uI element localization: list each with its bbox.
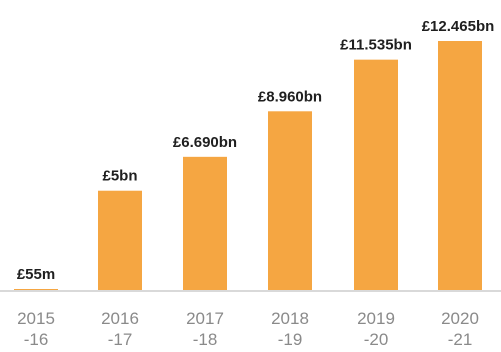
value-label-2019: £11.535bn (340, 37, 412, 54)
x-tick-label-year: 2020 (441, 309, 479, 328)
bars-group (14, 41, 482, 292)
value-label-2020: £12.465bn (422, 18, 495, 35)
x-tick-label-year: 2019 (357, 309, 395, 328)
bar-2017 (183, 156, 227, 291)
x-tick-label-suffix: -17 (108, 330, 133, 349)
bar-2016 (98, 190, 142, 291)
x-tick-label-suffix: -20 (364, 330, 389, 349)
x-tick-label-year: 2015 (17, 309, 55, 328)
value-label-2018: £8.960bn (258, 88, 322, 105)
x-tick-label-year: 2018 (271, 309, 309, 328)
bar-2018 (268, 111, 312, 291)
value-label-2017: £6.690bn (173, 134, 237, 151)
bar-2020 (438, 41, 482, 291)
value-labels-group: £55m £5bn £6.690bn £8.960bn £11.535bn £12.465… (17, 18, 494, 283)
value-label-2015: £55m (17, 266, 55, 283)
x-tick-label-year: 2016 (101, 309, 139, 328)
x-tick-label-suffix: -16 (24, 330, 49, 349)
x-tick-labels-group: 2015 -16 2016 -17 2017 -18 2018 -19 2019 -20 2020 -… (17, 309, 479, 349)
bar-2019 (354, 59, 398, 292)
x-tick-label-suffix: -18 (193, 330, 218, 349)
x-tick-label-suffix: -19 (278, 330, 303, 349)
x-tick-label-year: 2017 (186, 309, 224, 328)
value-label-2016: £5bn (102, 168, 137, 185)
x-tick-label-suffix: -21 (448, 330, 473, 349)
